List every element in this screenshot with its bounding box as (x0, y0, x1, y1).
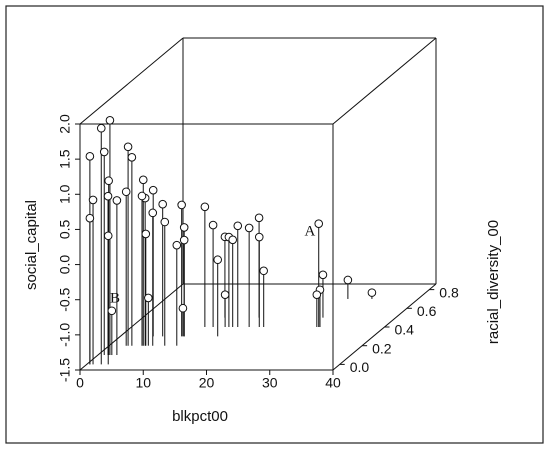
point (96, 123, 106, 133)
point (179, 223, 189, 232)
point (244, 223, 254, 233)
y-tick-label: 0.8 (439, 284, 459, 300)
point (105, 115, 115, 125)
point (312, 290, 322, 299)
z-tick-label: 0.5 (57, 219, 73, 239)
point (85, 213, 95, 223)
point (179, 235, 189, 245)
point (103, 191, 113, 201)
annotation: B (110, 290, 120, 306)
point (254, 232, 264, 242)
point (138, 175, 148, 185)
x-tick-label: 20 (199, 375, 215, 391)
z-tick-label: 1.0 (57, 184, 73, 204)
z-axis-label: social_capital (23, 200, 40, 290)
x-tick-label: 10 (135, 375, 151, 391)
x-tick-label: 40 (325, 375, 341, 391)
point (172, 240, 182, 250)
point (177, 200, 186, 210)
y-axis-label: racial_diversity_00 (485, 220, 502, 344)
point (107, 306, 117, 316)
z-tick-label: -1.5 (57, 358, 73, 382)
z-tick-label: 0.0 (57, 255, 73, 275)
point (343, 275, 353, 285)
point (104, 176, 113, 186)
point (158, 199, 167, 209)
point (123, 142, 133, 152)
point (144, 293, 153, 303)
point (367, 288, 377, 297)
point (103, 231, 113, 241)
point (318, 270, 328, 280)
y-tick-label: 0.2 (372, 340, 392, 356)
point (160, 217, 170, 227)
point (220, 290, 230, 299)
point (127, 153, 137, 162)
point (259, 266, 268, 276)
point (254, 213, 264, 223)
y-tick-label: 0.6 (417, 303, 437, 319)
z-tick-label: 1.5 (57, 149, 73, 169)
z-tick-label: -0.5 (57, 287, 73, 311)
point (208, 220, 218, 230)
point (178, 303, 188, 313)
box-edge (332, 37, 437, 125)
x-tick-label: 30 (262, 375, 278, 391)
point (213, 255, 223, 265)
z-tick-label: 2.0 (57, 114, 73, 134)
point (200, 202, 210, 212)
point (121, 187, 131, 197)
y-tick-label: 0.4 (395, 322, 415, 338)
z-tick-label: -1.0 (57, 323, 73, 347)
point (228, 235, 237, 245)
point (141, 229, 151, 239)
point (85, 152, 95, 161)
point (112, 196, 122, 205)
point (314, 219, 324, 228)
box-edge (79, 37, 184, 125)
y-tick-label: 0.0 (350, 359, 370, 375)
point (99, 147, 109, 157)
point (233, 221, 243, 231)
point (88, 195, 98, 205)
point (148, 208, 158, 218)
annotation: A (304, 224, 315, 240)
x-tick-label: 0 (76, 375, 84, 391)
point (137, 191, 147, 201)
point (148, 185, 158, 195)
x-axis-label: blkpct00 (172, 408, 228, 425)
